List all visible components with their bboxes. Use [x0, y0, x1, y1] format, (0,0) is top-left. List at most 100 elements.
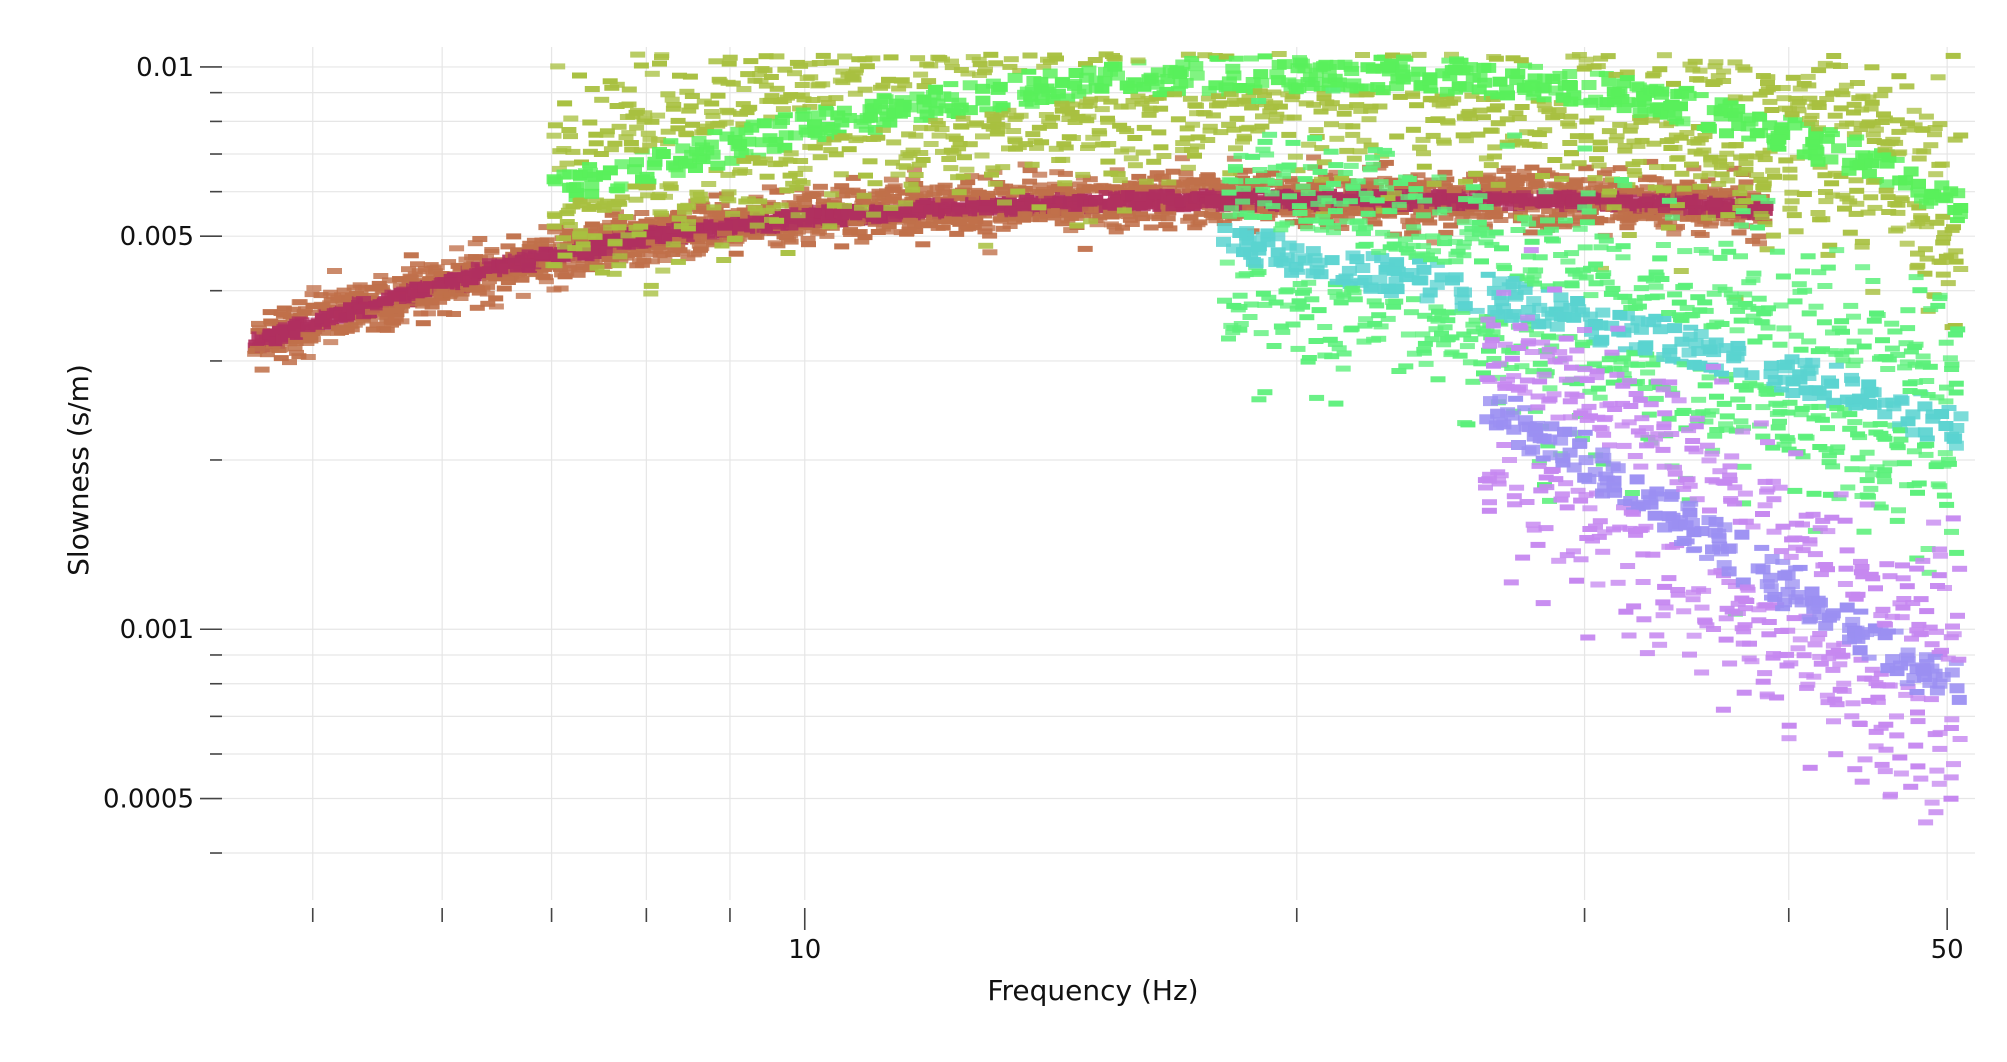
- heatmap-cell: [809, 190, 825, 197]
- heatmap-cell: [1467, 197, 1483, 204]
- heatmap-cell: [1876, 111, 1891, 118]
- heatmap-cell: [682, 73, 698, 80]
- heatmap-cell: [862, 112, 878, 123]
- heatmap-cell: [1765, 85, 1781, 92]
- heatmap-cell: [1490, 181, 1506, 188]
- heatmap-cell: [876, 93, 892, 100]
- heatmap-cell: [987, 180, 1003, 187]
- heatmap-cell: [1718, 188, 1734, 195]
- heatmap-cell: [1761, 305, 1776, 312]
- heatmap-cell: [1436, 180, 1452, 187]
- heatmap-cell: [306, 285, 322, 292]
- heatmap-cell: [1594, 334, 1610, 345]
- heatmap-cell: [1772, 409, 1788, 416]
- heatmap-cell: [1248, 258, 1264, 269]
- heatmap-cell: [1003, 56, 1019, 63]
- heatmap-cell: [547, 228, 563, 235]
- heatmap-cell: [1034, 189, 1050, 196]
- heatmap-cell: [798, 204, 814, 211]
- heatmap-cell: [789, 207, 805, 214]
- heatmap-cell: [557, 252, 573, 259]
- heatmap-cell: [944, 58, 959, 65]
- heatmap-cell: [992, 101, 1008, 111]
- heatmap-cell: [1727, 94, 1743, 101]
- heatmap-cell: [981, 196, 997, 207]
- heatmap-cell: [795, 107, 811, 114]
- heatmap-cell: [962, 141, 978, 148]
- heatmap-cell: [1232, 304, 1248, 310]
- heatmap-cell: [553, 285, 569, 292]
- heatmap-cell: [1510, 69, 1526, 79]
- heatmap-cell: [736, 157, 752, 164]
- heatmap-cell: [660, 128, 676, 135]
- heatmap-cell: [1349, 91, 1365, 98]
- heatmap-cell: [1640, 434, 1656, 441]
- heatmap-cell: [1907, 122, 1923, 129]
- heatmap-cell: [1935, 271, 1951, 278]
- heatmap-cell: [1525, 94, 1541, 101]
- heatmap-cell: [1228, 55, 1244, 62]
- heatmap-cell: [1696, 147, 1712, 154]
- heatmap-cell: [1372, 103, 1388, 110]
- heatmap-cell: [1676, 185, 1692, 192]
- heatmap-cell: [302, 334, 318, 340]
- heatmap-cell: [614, 194, 630, 201]
- heatmap-cell: [922, 97, 938, 108]
- heatmap-cell: [1021, 68, 1037, 75]
- heatmap-cell: [796, 111, 812, 122]
- heatmap-cell: [313, 303, 329, 310]
- heatmap-cell: [547, 212, 563, 219]
- heatmap-cell: [730, 126, 746, 137]
- heatmap-cell: [432, 298, 448, 305]
- heatmap-cell: [1464, 225, 1480, 232]
- heatmap-cell: [710, 160, 726, 171]
- heatmap-cell: [1092, 214, 1108, 221]
- heatmap-cell: [597, 262, 613, 269]
- heatmap-cell: [1745, 313, 1761, 320]
- heatmap-cell: [1701, 374, 1717, 381]
- heatmap-cell: [1135, 149, 1151, 156]
- heatmap-cell: [1731, 121, 1747, 131]
- heatmap-cell: [1440, 309, 1456, 316]
- heatmap-cell: [276, 324, 292, 335]
- heatmap-cell: [1726, 165, 1742, 172]
- heatmap-cell: [1430, 317, 1446, 324]
- heatmap-cell: [1577, 204, 1593, 211]
- heatmap-cell: [670, 258, 686, 265]
- heatmap-cell: [1822, 242, 1838, 249]
- heatmap-cell: [1755, 404, 1771, 411]
- heatmap-cell: [1937, 230, 1953, 237]
- heatmap-cell: [1637, 345, 1653, 356]
- heatmap-cell: [1654, 86, 1670, 97]
- heatmap-cell: [1801, 82, 1817, 89]
- heatmap-cell: [899, 230, 915, 237]
- heatmap-cell: [1883, 139, 1899, 146]
- heatmap-cell: [1065, 101, 1081, 108]
- heatmap-cell: [1447, 238, 1463, 245]
- heatmap-cell: [1031, 204, 1047, 211]
- heatmap-cell: [1036, 63, 1052, 70]
- heatmap-cell: [369, 321, 385, 328]
- heatmap-cell: [1615, 355, 1631, 362]
- heatmap-cell: [1521, 253, 1536, 260]
- heatmap-cell: [1756, 310, 1772, 317]
- heatmap-cell: [1259, 151, 1275, 158]
- heatmap-cell: [1399, 272, 1415, 283]
- heatmap-cell: [749, 233, 765, 240]
- heatmap-cell: [1765, 444, 1781, 451]
- heatmap-cell: [1083, 218, 1099, 225]
- heatmap-cell: [621, 86, 637, 93]
- heatmap-cell: [1245, 178, 1261, 185]
- heatmap-cell: [1572, 194, 1588, 205]
- heatmap-cell: [389, 311, 405, 318]
- heatmap-cell: [1337, 170, 1353, 176]
- heatmap-cell: [1200, 137, 1216, 143]
- heatmap-cell: [1741, 279, 1757, 286]
- heatmap-cell: [1428, 304, 1444, 311]
- heatmap-cell: [1747, 338, 1763, 345]
- heatmap-cell: [843, 231, 859, 237]
- heatmap-cell: [1255, 290, 1271, 297]
- heatmap-cell: [1499, 142, 1515, 149]
- heatmap-cell: [1953, 132, 1969, 139]
- heatmap-cell: [1301, 141, 1317, 148]
